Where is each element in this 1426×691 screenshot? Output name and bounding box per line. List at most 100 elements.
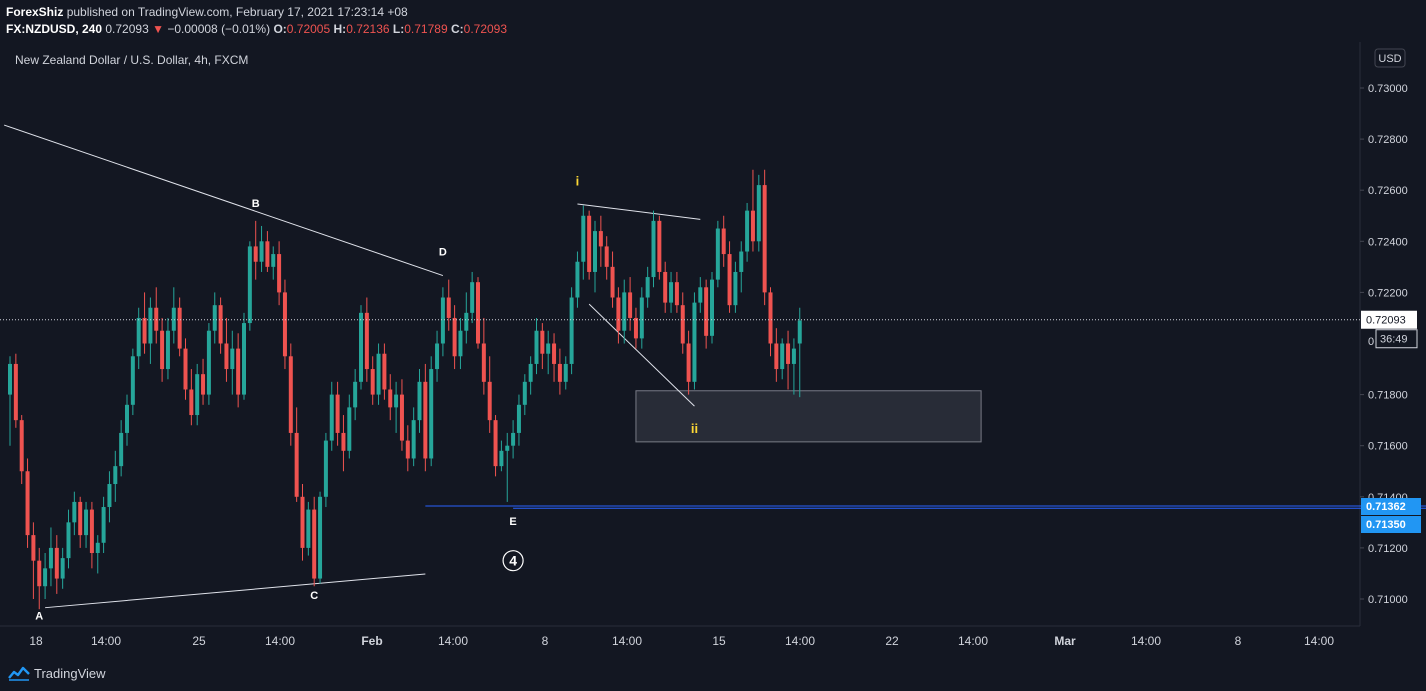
candle-up [113, 466, 118, 485]
candle-up [669, 282, 674, 303]
candle-up [534, 330, 539, 364]
candle-up [271, 254, 276, 267]
candle-up [470, 282, 475, 313]
candle-up [242, 323, 246, 395]
open-value: 0.72005 [286, 22, 331, 36]
close-label: C: [450, 22, 464, 36]
candle-up [119, 432, 124, 467]
wave-label[interactable]: B [252, 198, 260, 210]
close-value: 0.72093 [463, 22, 508, 36]
candle-down [674, 282, 679, 306]
candle-down [312, 509, 317, 579]
currency-button[interactable] [1374, 48, 1406, 68]
trendline[interactable] [3, 124, 444, 277]
candle-up [593, 231, 597, 272]
x-tick-label: 14:00 [438, 634, 468, 648]
candle-up [458, 330, 463, 357]
candle-down [557, 363, 562, 382]
footer: TradingView [0, 662, 300, 686]
trendline[interactable] [577, 203, 701, 220]
candle-down [154, 307, 159, 331]
candle-up [698, 287, 703, 303]
candle-down [265, 241, 270, 267]
candle-down [370, 369, 375, 395]
change-value: −0.00008 (−0.01%) [167, 22, 271, 36]
candle-down [657, 220, 662, 272]
candle-up [575, 261, 580, 298]
candle-up [318, 496, 323, 579]
candle-down [616, 297, 621, 331]
chart-background [0, 42, 1426, 668]
trendline[interactable] [588, 303, 695, 407]
candle-down [587, 215, 592, 272]
candle-down [680, 305, 685, 344]
x-tick-label: 22 [885, 634, 899, 648]
level-badge [1361, 516, 1421, 533]
candle-up [95, 542, 100, 554]
author-name[interactable]: ForexShiz [6, 5, 64, 19]
wave-label[interactable]: D [439, 247, 447, 259]
symbol-info: FX:NZDUSD, 240 0.72093 ▼ −0.00008 (−0.01… [6, 22, 507, 36]
x-tick-label: 8 [542, 634, 549, 648]
candle-down [628, 292, 633, 318]
trendline[interactable] [45, 573, 426, 609]
candle-up [347, 407, 352, 451]
publish-text: published on TradingView.com, February 1… [66, 5, 408, 19]
wave-label[interactable]: i [576, 173, 580, 188]
candle-up [148, 307, 153, 344]
wave-4-circle[interactable] [502, 550, 524, 572]
candle-down [364, 312, 369, 370]
tradingview-brand[interactable]: TradingView [34, 666, 106, 681]
candle-down [476, 282, 480, 344]
candle-down [236, 348, 241, 395]
candle-down [37, 560, 42, 587]
x-tick-label: 8 [1235, 634, 1242, 648]
wave-label[interactable]: C [310, 590, 318, 602]
symbol-label: FX:NZDUSD, 240 [6, 22, 103, 36]
wave-label[interactable]: ii [691, 421, 698, 436]
candle-up [359, 312, 363, 382]
candle-up [733, 271, 738, 306]
candle-up [66, 522, 71, 559]
wave-label[interactable]: 4 [509, 553, 517, 569]
high-value: 0.72136 [346, 22, 390, 36]
candle-down [704, 287, 709, 336]
candle-up [780, 343, 785, 370]
candle-down [335, 394, 340, 433]
candle-up [511, 432, 516, 446]
demand-zone[interactable] [635, 390, 982, 443]
candle-down [663, 271, 668, 303]
candle-down [768, 292, 773, 344]
price-chart[interactable]: New Zealand Dollar / U.S. Dollar, 4h, FX… [0, 42, 1426, 668]
candle-up [516, 404, 521, 433]
candle-down [598, 231, 603, 247]
wave-label[interactable]: E [509, 516, 516, 528]
candle-down [727, 254, 732, 306]
candle-down [487, 381, 492, 421]
candle-down [183, 348, 188, 390]
y-tick-label: 0.72200 [1368, 287, 1408, 299]
x-tick-label: 14:00 [91, 634, 121, 648]
y-tick-label: 0.73000 [1368, 83, 1408, 95]
x-tick-label: 14:00 [1304, 634, 1334, 648]
tradingview-logo-icon[interactable] [8, 665, 30, 681]
candle-up [569, 297, 574, 364]
candle-up [546, 343, 551, 354]
candle-up [48, 547, 53, 569]
candle-down [604, 246, 609, 267]
y-tick-label: 0.71600 [1368, 441, 1408, 453]
candle-up [84, 509, 89, 536]
candle-up [247, 246, 252, 324]
candle-down [446, 297, 451, 318]
low-label: L: [392, 22, 405, 36]
candle-down [142, 317, 147, 344]
y-tick-label: 0.71800 [1368, 390, 1408, 402]
wave-label[interactable]: A [35, 611, 43, 623]
candle-up [563, 363, 568, 382]
candle-up [394, 394, 399, 408]
candle-down [19, 420, 24, 472]
candle-down [721, 228, 726, 255]
candle-up [72, 501, 77, 523]
candle-up [259, 241, 264, 262]
candle-up [411, 420, 416, 459]
